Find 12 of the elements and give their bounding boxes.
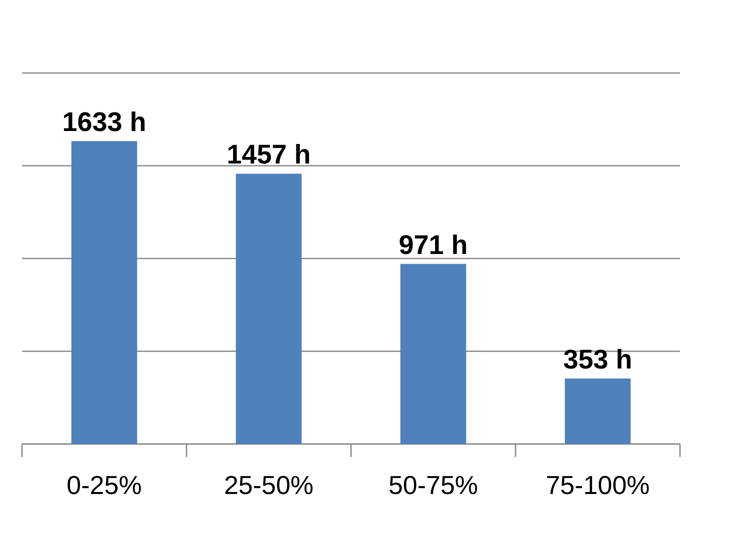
data-label: 1457 h	[226, 140, 311, 170]
x-tick-label: 75-100%	[546, 470, 650, 500]
x-tick-label: 50-75%	[388, 470, 478, 500]
bar	[236, 174, 302, 444]
bar	[564, 378, 631, 444]
x-tick-label: 25-50%	[224, 470, 314, 500]
data-label: 1633 h	[62, 107, 146, 138]
data-label: 971 h	[398, 230, 468, 260]
bar	[400, 264, 466, 444]
data-label: 353 h	[563, 344, 632, 375]
bar	[71, 141, 138, 444]
x-tick-label: 0-25%	[66, 470, 142, 500]
